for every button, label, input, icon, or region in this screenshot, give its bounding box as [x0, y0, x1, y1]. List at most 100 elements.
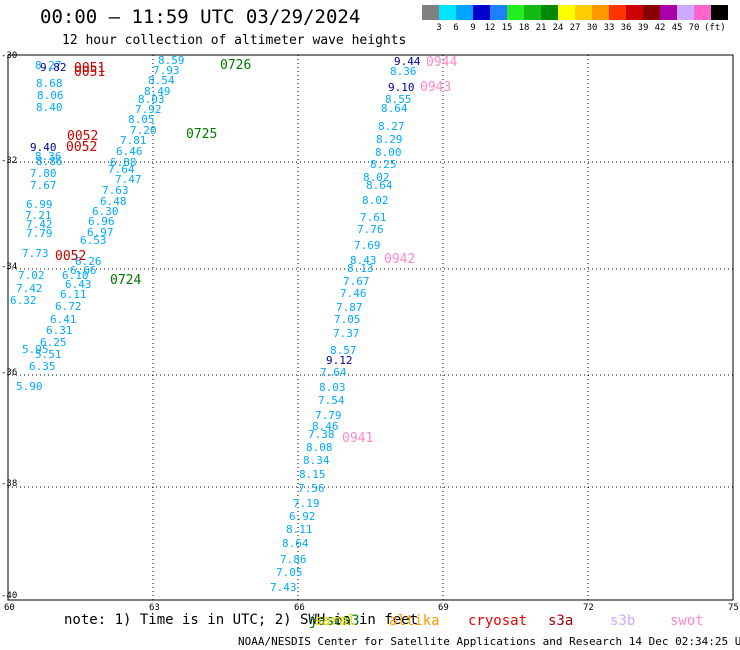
legend-label: 6 — [453, 23, 459, 33]
legend-swatch — [456, 5, 473, 20]
latitude-label: -40 — [1, 591, 18, 601]
legend-swatch — [558, 5, 575, 20]
wave-height-value: 7.20 — [130, 124, 157, 137]
latitude-label: -38 — [1, 479, 18, 489]
wave-height-value: 7.02 — [18, 269, 45, 282]
legend-label: 39 — [637, 23, 649, 33]
legend-swatch — [490, 5, 507, 20]
wave-height-value: 7.38 — [308, 428, 335, 441]
longitude-label: 63 — [149, 603, 160, 613]
credit-footer: NOAA/NESDIS Center for Satellite Applica… — [238, 635, 740, 648]
legend-swatch — [643, 5, 660, 20]
wave-height-value: 8.36 — [390, 65, 417, 78]
wave-height-value: 7.19 — [293, 497, 320, 510]
latitude-label: -36 — [1, 368, 18, 378]
wave-height-value: 7.54 — [318, 394, 345, 407]
wave-height-value: 8.49 — [144, 85, 171, 98]
wave-height-value: 8.46 — [312, 420, 339, 433]
wave-height-value: 6.96 — [88, 215, 115, 228]
wave-height-value: 7.69 — [354, 239, 381, 252]
wave-height-value: 6.88 — [110, 156, 137, 169]
wave-height-value: 8.57 — [330, 344, 357, 357]
legend-swatch — [694, 5, 711, 20]
legend-label: 9 — [470, 23, 476, 33]
wave-height-value: 7.47 — [115, 173, 142, 186]
wave-height-value: 8.36 — [35, 150, 62, 163]
longitude-label: 60 — [4, 603, 15, 613]
wave-height-value: 9.40 — [30, 141, 57, 154]
longitude-label: 69 — [438, 603, 449, 613]
wave-height-value: 7.05 — [334, 313, 361, 326]
plot-border — [7, 54, 734, 601]
legend-swatch — [711, 5, 728, 20]
wave-height-value: 7.80 — [30, 167, 57, 180]
legend-label: 12 — [484, 23, 496, 33]
wave-height-value: 7.87 — [336, 301, 363, 314]
wave-height-value: 7.42 — [26, 218, 53, 231]
wave-height-value: 6.32 — [10, 294, 37, 307]
wave-height-value: 8.03 — [319, 381, 346, 394]
wave-height-value: 7.81 — [120, 134, 147, 147]
wave-height-value: 8.64 — [366, 179, 393, 192]
legend-swatch — [524, 5, 541, 20]
wave-height-value: 7.79 — [26, 227, 53, 240]
wave-height-value: 7.46 — [340, 287, 367, 300]
latitude-label: -30 — [1, 51, 18, 61]
legend-label: 3 — [436, 23, 442, 33]
wave-height-value: 6.41 — [50, 313, 77, 326]
wave-height-value: 6.26 — [75, 255, 102, 268]
mission-label-saral: saral — [314, 613, 357, 629]
pass-time-label: 0941 — [342, 431, 374, 446]
wave-height-value: 6.46 — [116, 145, 143, 158]
wave-height-value: 8.13 — [347, 262, 374, 275]
wave-height-value: 5.90 — [16, 380, 43, 393]
wave-height-value: 7.63 — [102, 184, 129, 197]
pass-time-label: 0052 — [67, 129, 99, 144]
wave-height-value: 8.02 — [362, 194, 389, 207]
wave-height-value: 7.42 — [16, 282, 43, 295]
wave-height-value: 8.68 — [36, 77, 63, 90]
wave-height-value: 6.72 — [55, 300, 82, 313]
wave-height-value: 6.48 — [100, 195, 127, 208]
wave-height-value: 8.59 — [158, 54, 185, 67]
wave-height-value: 6.25 — [40, 336, 67, 349]
wave-height-value: 6.99 — [26, 198, 53, 211]
wave-height-value: 7.73 — [22, 247, 49, 260]
pass-time-label: 0052 — [66, 140, 98, 155]
wave-height-value: 9.82 — [40, 61, 67, 74]
wave-height-value: 8.03 — [138, 93, 165, 106]
legend-swatch — [677, 5, 694, 20]
legend-label: 15 — [501, 23, 513, 33]
pass-time-label: 0051 — [74, 65, 106, 80]
pass-time-label: 0052 — [55, 249, 87, 264]
legend-label: 70 — [688, 23, 700, 33]
note-text: note: 1) Time is in UTC; 2) SWH is in fe… — [64, 612, 419, 628]
legend-swatch — [575, 5, 592, 20]
legend-label: 21 — [535, 23, 547, 33]
legend-label: 42 — [654, 23, 666, 33]
legend-swatch — [541, 5, 558, 20]
legend-swatch — [439, 5, 456, 20]
graticule — [8, 55, 733, 600]
wave-height-value: 7.76 — [357, 223, 384, 236]
wave-height-value: 8.27 — [35, 59, 62, 72]
wave-height-value: 8.64 — [381, 102, 408, 115]
mission-label-altika: altika — [389, 613, 440, 629]
latitude-label: -34 — [1, 262, 18, 272]
wave-height-value: 7.67 — [343, 275, 370, 288]
legend-swatch — [609, 5, 626, 20]
mission-label-cryosat: cryosat — [468, 613, 528, 629]
legend-label: 27 — [569, 23, 581, 33]
pass-time-label: 0725 — [186, 127, 218, 142]
wave-height-value: 7.79 — [315, 409, 342, 422]
wave-height-value: 6.35 — [29, 360, 56, 373]
legend-swatch — [626, 5, 643, 20]
wave-height-value: 8.11 — [286, 523, 313, 536]
wave-height-value: 8.54 — [148, 74, 175, 87]
longitude-label: 66 — [294, 603, 305, 613]
mission-label-s3a: s3a — [548, 613, 574, 629]
wave-height-value: 9.44 — [394, 55, 421, 68]
wave-height-value: 8.55 — [385, 93, 412, 106]
wave-height-value: 7.61 — [360, 211, 387, 224]
